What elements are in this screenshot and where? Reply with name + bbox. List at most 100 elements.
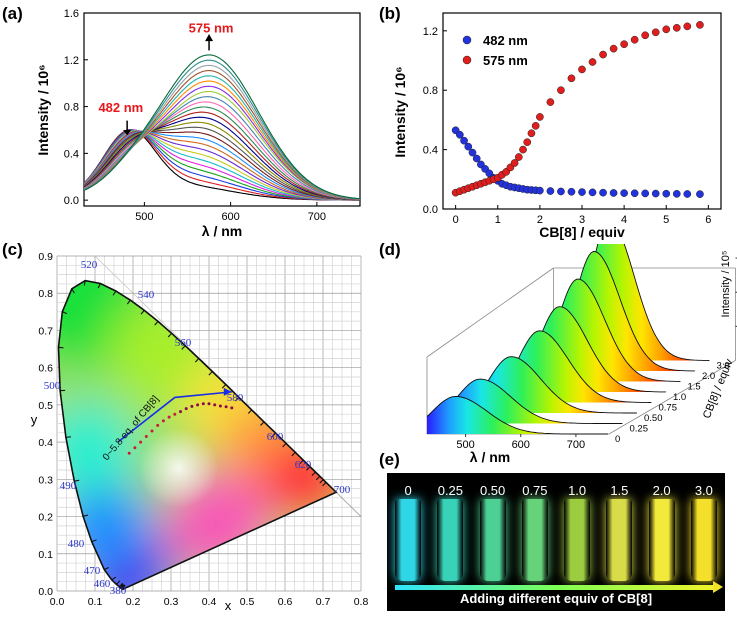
d-equiv-label: 0.75 (659, 403, 678, 414)
cie-locus-tick (271, 432, 276, 438)
annotation-575nm: 575 nm (189, 21, 234, 36)
point-482 (620, 189, 628, 197)
cie-locus-tick (83, 280, 86, 286)
cie-locus-tick (154, 321, 159, 326)
cie-trajectory-point (184, 407, 188, 411)
cie-locus-tick (116, 580, 121, 585)
cie-locus-tick (58, 346, 64, 349)
panel-label-d: (d) (379, 240, 401, 259)
cie-locus-tick (311, 471, 316, 476)
d-trace-fill-6 (514, 251, 696, 371)
cie-trajectory-point (190, 404, 194, 408)
cie-wavelength-label: 560 (175, 337, 192, 349)
cie-ytick-label: 0.2 (38, 512, 53, 524)
cie-trajectory-point (150, 429, 154, 433)
chart-b-xtick-label: 1 (495, 214, 501, 226)
cie-locus-tick (103, 566, 109, 570)
d-xtick-label: 600 (512, 439, 530, 451)
chart-b-xtick-label: 4 (621, 214, 627, 226)
point-575 (546, 98, 555, 106)
chart-a-xtick-label: 700 (308, 211, 326, 223)
cie-locus-tick (322, 481, 327, 487)
photo-caption: Adding different equiv of CB[8] (459, 591, 653, 606)
cie-trajectory-point (161, 419, 165, 423)
cie-locus-tick (208, 371, 213, 376)
point-482 (651, 189, 660, 198)
chart-b-ytick-label: 0.0 (423, 204, 438, 216)
cie-xtick-label: 0.7 (316, 596, 331, 608)
chart-b-xtick-label: 2 (537, 214, 543, 226)
cie-locus-tick (62, 311, 68, 315)
point-482 (641, 189, 650, 198)
panel-label-c: (c) (2, 240, 23, 259)
cie-ytick-label: 0.0 (38, 586, 53, 598)
cie-trajectory-point (213, 403, 217, 407)
point-482 (460, 136, 468, 145)
point-482 (588, 188, 597, 197)
cie-xtick-label: 0.8 (354, 596, 369, 608)
chart-b-xtick-label: 0 (453, 214, 459, 226)
chart-c-cie-diagram: 380460470480490500520540560580600620700 … (31, 251, 369, 613)
chart-d-3d-waterfall: 500600700246800.250.500.751.01.52.03.0 λ… (426, 244, 737, 465)
spectrum-series-16 (84, 101, 360, 200)
cie-trajectory-point (179, 410, 182, 414)
point-482 (557, 187, 565, 196)
point-575 (696, 21, 704, 29)
cie-locus-tick (121, 584, 126, 590)
cie-trajectory-point (139, 440, 143, 444)
vial-4 (564, 499, 591, 581)
cie-locus-tick (82, 514, 89, 517)
spectrum-series-11 (84, 126, 360, 201)
d-xtick-label: 500 (456, 439, 474, 451)
vial-label-5: 1.5 (610, 483, 629, 498)
d-trace-line-0 (426, 395, 608, 435)
cie-wavelength-label: 470 (84, 565, 101, 577)
cie-locus-tick (71, 288, 75, 294)
legend-label-1: 575 nm (483, 53, 528, 68)
legend-marker-1 (462, 55, 472, 65)
point-482 (472, 154, 481, 163)
cie-ytick-label: 0.4 (38, 437, 53, 449)
cie-locus-tick (119, 582, 124, 588)
cie-locus-tick (111, 576, 117, 581)
cie-locus-tick (126, 299, 131, 305)
d-trace-line-1 (441, 378, 623, 424)
cie-trajectory-point (230, 406, 234, 410)
point-575 (523, 138, 532, 147)
cie-wavelength-label: 540 (138, 289, 155, 301)
cie-locus-tick (167, 332, 173, 338)
cie-ytick-label: 0.7 (38, 325, 53, 337)
spectrum-series-9 (84, 130, 360, 201)
cie-trajectory-point (167, 415, 171, 419)
cie-fill-cyan (58, 401, 136, 498)
vial-label-6: 2.0 (652, 483, 671, 498)
point-575 (519, 145, 527, 154)
cie-wavelength-label: 600 (267, 431, 284, 443)
cie-locus-tick (120, 584, 125, 589)
cie-locus-tick (65, 436, 71, 438)
chart-a-frame (83, 12, 361, 207)
chart-b-ylabel: Intensity / 10⁶ (392, 66, 408, 157)
d-equiv-label: 2.0 (702, 371, 715, 382)
d-equiv-label: 3.0 (717, 361, 730, 372)
cie-trajectory-point (127, 451, 131, 455)
cie-trajectory-point (133, 446, 137, 450)
d-equiv-label: 0 (615, 434, 620, 445)
chart-a-xtick-label: 600 (221, 211, 239, 223)
cie-trajectory-point (201, 402, 205, 406)
cie-xtick-label: 0.6 (278, 596, 293, 608)
cie-locus-tick (235, 396, 240, 402)
cie-xtick-label: 0.0 (50, 596, 65, 608)
cie-locus-tick (315, 475, 321, 481)
point-575 (578, 65, 586, 74)
point-575 (510, 159, 519, 167)
cie-xtick-label: 0.2 (126, 596, 141, 608)
cie-xtick-label: 0.5 (240, 596, 255, 608)
cie-locus-tick (112, 290, 117, 296)
cie-trend-arrow-head-icon (223, 387, 232, 396)
point-482 (683, 190, 692, 198)
point-482 (546, 187, 555, 195)
chart-b-xlabel: CB[8] / equiv (539, 224, 625, 240)
cie-locus-tick (291, 451, 296, 457)
vial-5 (606, 499, 633, 581)
